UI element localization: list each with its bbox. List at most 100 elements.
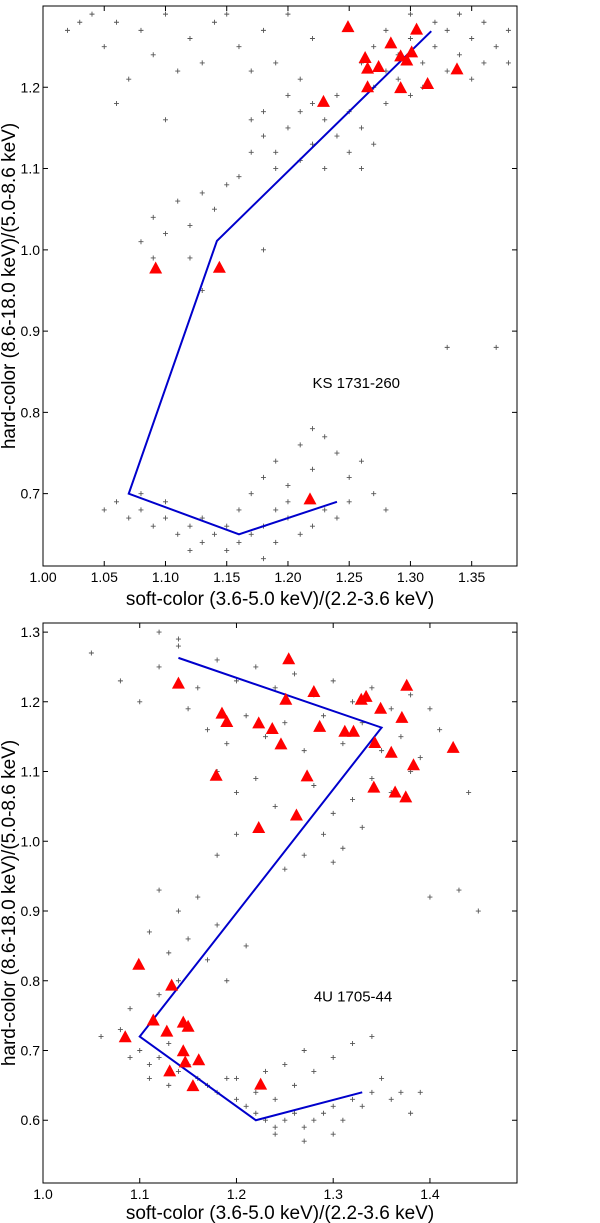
plus-point: [322, 117, 328, 123]
plus-point: [285, 483, 291, 489]
triangle-marker: [347, 724, 361, 737]
plus-point: [204, 957, 210, 963]
plus-point: [408, 1110, 414, 1116]
plus-point: [113, 499, 119, 505]
plus-point: [297, 76, 303, 82]
panel-4u-1705-44: soft-color (3.6-5.0 keV)/(2.2-3.6 keV) h…: [0, 740, 434, 1223]
x-tick-label: 1.3: [323, 1186, 343, 1202]
plus-point: [156, 992, 162, 998]
axes-frame: [42, 5, 518, 567]
triangle-marker: [146, 1013, 160, 1026]
plus-point: [260, 474, 266, 480]
plus-point: [379, 1075, 385, 1081]
triangle-marker: [171, 676, 185, 689]
x-tick-label: 1.20: [274, 569, 301, 585]
plus-point: [301, 1138, 307, 1144]
triangle-marker: [405, 45, 419, 58]
plus-point: [493, 44, 499, 50]
triangle-marker: [192, 1053, 206, 1066]
plus-point: [150, 214, 156, 220]
triangle-marker: [212, 260, 226, 273]
plus-point: [369, 776, 375, 782]
triangle-marker: [400, 678, 414, 691]
y-tick-label: 1.1: [21, 764, 41, 780]
triangle-marker: [178, 1055, 192, 1068]
plus-point: [187, 255, 193, 261]
plus-point: [350, 1096, 356, 1102]
plus-point: [243, 713, 249, 719]
plus-point: [273, 458, 279, 464]
triangle-marker: [368, 735, 382, 748]
plus-point: [383, 507, 389, 513]
plus-point: [117, 678, 123, 684]
plus-point: [346, 474, 352, 480]
y-axis-label: hard-color (8.6-18.0 keV)/(5.0-8.6 keV): [0, 123, 20, 449]
plus-point: [407, 11, 413, 17]
plus-point: [126, 76, 132, 82]
plus-point: [260, 133, 266, 139]
plus-point: [195, 894, 201, 900]
plus-point: [505, 27, 511, 33]
plus-point: [236, 44, 242, 50]
triangle-marker: [361, 80, 375, 93]
plus-point: [493, 344, 499, 350]
plus-point: [272, 1131, 278, 1137]
triangle-marker: [300, 769, 314, 782]
y-tick-label: 1.0: [21, 242, 41, 258]
triangle-marker: [400, 53, 414, 66]
plus-point: [248, 68, 254, 74]
plus-point: [330, 859, 336, 865]
plus-point: [346, 499, 352, 505]
triangle-marker: [181, 1019, 195, 1032]
triangle-marker: [303, 492, 317, 505]
triangle-marker: [372, 59, 386, 72]
plus-point: [248, 117, 254, 123]
triangle-marker: [316, 94, 330, 107]
track-line: [138, 656, 384, 1122]
plus-point: [282, 1117, 288, 1123]
triangle-marker: [384, 745, 398, 758]
plus-point: [156, 1054, 162, 1060]
plus-point: [309, 101, 315, 107]
plus-point: [432, 19, 438, 25]
plus-point: [175, 198, 181, 204]
plus-point: [285, 11, 291, 17]
triangle-marker: [265, 722, 279, 735]
plus-point: [309, 523, 315, 529]
plus-point: [195, 685, 201, 691]
plus-point: [262, 734, 268, 740]
plus-point: [214, 852, 220, 858]
plus-point: [334, 450, 340, 456]
plus-point: [417, 1089, 423, 1095]
y-tick-label: 0.9: [21, 323, 41, 339]
triangle-marker: [338, 724, 352, 737]
plus-point: [301, 852, 307, 858]
x-tick-label: 1.1: [130, 1186, 150, 1202]
plus-point: [371, 44, 377, 50]
plus-point: [273, 539, 279, 545]
plus-point: [282, 1061, 288, 1067]
plus-point: [146, 1075, 152, 1081]
plus-point: [117, 1027, 123, 1033]
plus-point: [253, 1089, 259, 1095]
plus-point: [166, 950, 172, 956]
plus-point: [383, 101, 389, 107]
plus-point: [101, 507, 107, 513]
plus-point: [420, 60, 426, 66]
plus-point: [138, 507, 144, 513]
triangle-marker: [132, 957, 146, 970]
triangle-marker: [367, 780, 381, 793]
plus-point: [309, 466, 315, 472]
data-layer: [88, 629, 481, 1144]
plus-point: [162, 117, 168, 123]
plus-point: [340, 845, 346, 851]
plus-point: [334, 133, 340, 139]
plus-point: [505, 60, 511, 66]
plus-point: [388, 706, 394, 712]
plus-point: [398, 1089, 404, 1095]
plus-point: [350, 699, 356, 705]
x-tick-label: 1.4: [420, 1186, 440, 1202]
axes-frame: [42, 622, 518, 1184]
triangle-marker: [446, 740, 460, 753]
plus-point: [138, 491, 144, 497]
